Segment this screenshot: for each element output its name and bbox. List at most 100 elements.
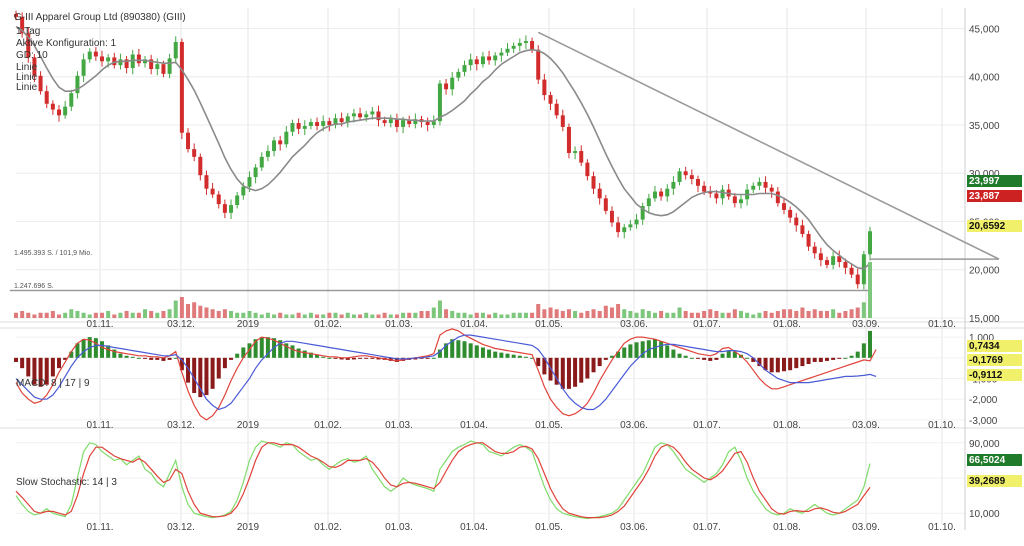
volume-bar [659,311,664,318]
date-tick-label: 03.09. [852,522,880,533]
candle-body [358,113,363,118]
date-tick-label: 01.08. [773,522,801,533]
macd-hist-bar [216,357,221,379]
candle-body [210,188,215,195]
candle-body [136,54,141,64]
volume-bar [437,300,442,318]
macd-hist-bar [100,341,105,358]
volume-bar [57,314,62,318]
macd-hist-bar [265,337,270,358]
macd-hist-bar [259,337,264,358]
volume-bar [296,312,301,318]
candle-body [499,52,504,56]
macd-badge-text: 0,7434 [969,341,1000,352]
macd-hist-bar [603,357,608,360]
macd-hist-bar [659,341,664,358]
date-tick-label: 03.09. [852,420,880,431]
volume-bar [204,307,209,318]
volume-bar [677,307,682,318]
candle-body [794,217,799,226]
volume-bar [665,312,670,318]
date-tick-label: 01.11. [86,319,113,330]
candle-body [677,171,682,182]
volume-bar [93,312,98,318]
candle-body [198,156,203,176]
price-tick-label: 30,000 [969,169,1000,180]
macd-hist-bar [824,357,829,361]
candle-body [560,115,565,127]
candle-body [143,59,148,64]
volume-bar [702,311,707,318]
candle-body [511,45,516,49]
macd-hist-bar [26,357,31,377]
macd-hist-bar [665,345,670,358]
volume-bar [327,312,332,318]
macd-hist-bar [505,353,510,358]
macd-hist-bar [861,343,866,358]
candle-body [634,219,639,225]
candle-body [339,118,344,123]
candle-body [456,71,461,78]
macd-hist-bar [235,353,240,358]
price-badges: 23,997 23,887 20,6592 0,7434 -0,1769 -0,9112 6… [967,175,1022,487]
volume-bar [794,311,799,318]
candle-body [235,195,240,206]
date-tick-label: 01.05. [535,420,563,431]
macd-hist-bar [843,357,848,359]
candle-body [308,122,313,126]
candle-body [290,123,295,132]
macd-hist-bar [57,357,62,369]
candle-body [628,224,633,228]
macd-hist-bar [499,352,504,358]
stoch-d-line [15,442,871,519]
candle-body [831,256,836,265]
candle-body [824,260,829,265]
candle-body [763,181,768,188]
volume-bar [222,309,227,318]
volume-bar [382,312,387,318]
volume-bar [671,312,676,318]
date-tick-label: 01.10. [928,420,956,431]
price-overlays [9,25,1000,292]
candle-body [800,225,805,235]
candle-body [671,181,676,189]
macd-line [15,328,877,421]
volume-bar [364,312,369,318]
candle-body [812,246,817,254]
candle-body [708,191,713,194]
date-tick-label: 01.04. [460,522,488,533]
volume-bar [419,311,424,318]
candle-body [382,120,387,124]
date-tick-label: 01.07. [693,319,721,330]
macd-hist-bar [14,357,18,362]
volume-bar [112,314,117,318]
candle-body [296,123,301,129]
candle-body [272,140,277,152]
candle-body [480,56,485,65]
candle-body [167,58,172,74]
macd-hist-bar [800,357,805,367]
macd-panel [14,328,877,421]
volume-bar [812,309,817,318]
candle-body [468,59,473,66]
macd-hist-bar [468,343,473,358]
macd-hist-bar [315,354,320,358]
candle-body [573,151,578,153]
volume-bar [523,312,528,318]
candle-body [302,125,307,129]
volume-bar [493,312,498,318]
candle-body [284,131,289,145]
macd-hist-bar [32,357,37,385]
macd-hist-bar [708,357,713,361]
candle-body [50,103,55,110]
volume-bar [775,311,780,318]
candle-body [63,106,68,116]
candle-body [149,59,154,70]
volume-bar [474,312,479,318]
volume-bar [517,312,522,318]
macd-tick-label: -2,000 [969,395,998,406]
candle-body [161,64,166,74]
stoch-badge [967,454,1022,466]
macd-hist-bar [186,357,191,383]
